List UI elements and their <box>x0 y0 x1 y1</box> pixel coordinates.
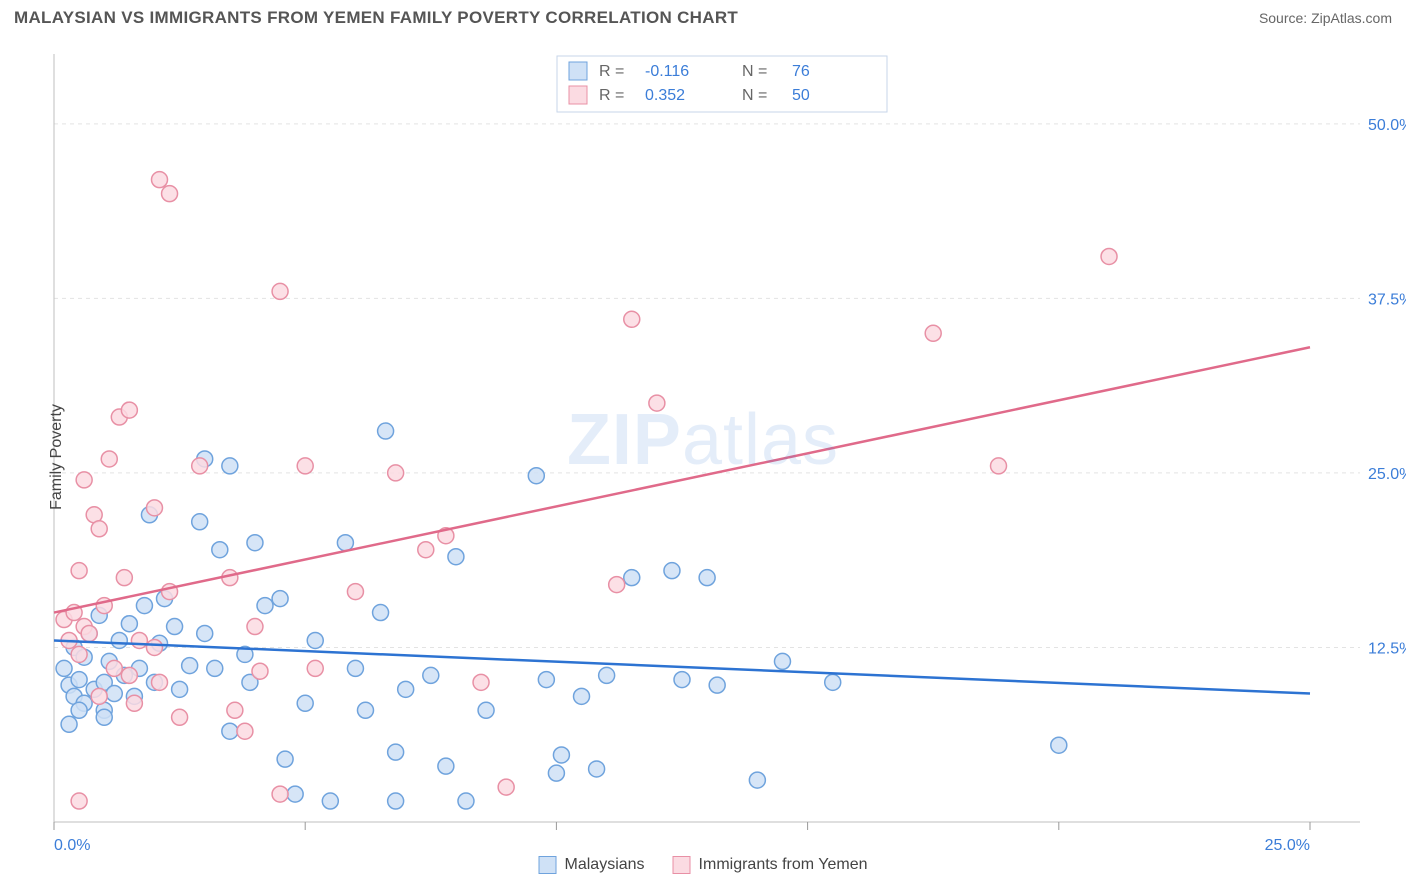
svg-text:0.0%: 0.0% <box>54 837 90 854</box>
legend-item-malaysians: Malaysians <box>539 856 645 874</box>
legend-label: Immigrants from Yemen <box>699 856 868 873</box>
svg-text:25.0%: 25.0% <box>1265 837 1310 854</box>
chart-title: MALAYSIAN VS IMMIGRANTS FROM YEMEN FAMIL… <box>14 8 738 28</box>
svg-text:N =: N = <box>742 87 767 104</box>
svg-text:12.5%: 12.5% <box>1368 640 1406 657</box>
legend-item-yemen: Immigrants from Yemen <box>673 856 868 874</box>
source-credit: Source: ZipAtlas.com <box>1259 10 1392 26</box>
chart-container: Family Poverty ZIPatlas 0.0%25.0%12.5%25… <box>0 32 1406 882</box>
legend-swatch <box>673 856 691 874</box>
svg-text:N =: N = <box>742 63 767 80</box>
source-label: Source: <box>1259 10 1311 26</box>
svg-text:37.5%: 37.5% <box>1368 291 1406 308</box>
svg-text:50.0%: 50.0% <box>1368 117 1406 134</box>
svg-text:76: 76 <box>792 63 810 80</box>
svg-text:50: 50 <box>792 87 810 104</box>
svg-text:-0.116: -0.116 <box>645 63 689 80</box>
svg-text:R =: R = <box>599 63 624 80</box>
legend-bottom: Malaysians Immigrants from Yemen <box>539 856 868 874</box>
svg-text:25.0%: 25.0% <box>1368 466 1406 483</box>
y-axis-label: Family Poverty <box>48 404 66 510</box>
legend-label: Malaysians <box>565 856 645 873</box>
svg-text:R =: R = <box>599 87 624 104</box>
source-link[interactable]: ZipAtlas.com <box>1311 10 1392 26</box>
svg-text:0.352: 0.352 <box>645 87 685 104</box>
scatter-chart: 0.0% 25.0% 12.5% 25.0% 37.5% 50.0% R = -0.116 N … <box>0 32 1406 882</box>
legend-swatch <box>539 856 557 874</box>
header: MALAYSIAN VS IMMIGRANTS FROM YEMEN FAMIL… <box>0 0 1406 32</box>
